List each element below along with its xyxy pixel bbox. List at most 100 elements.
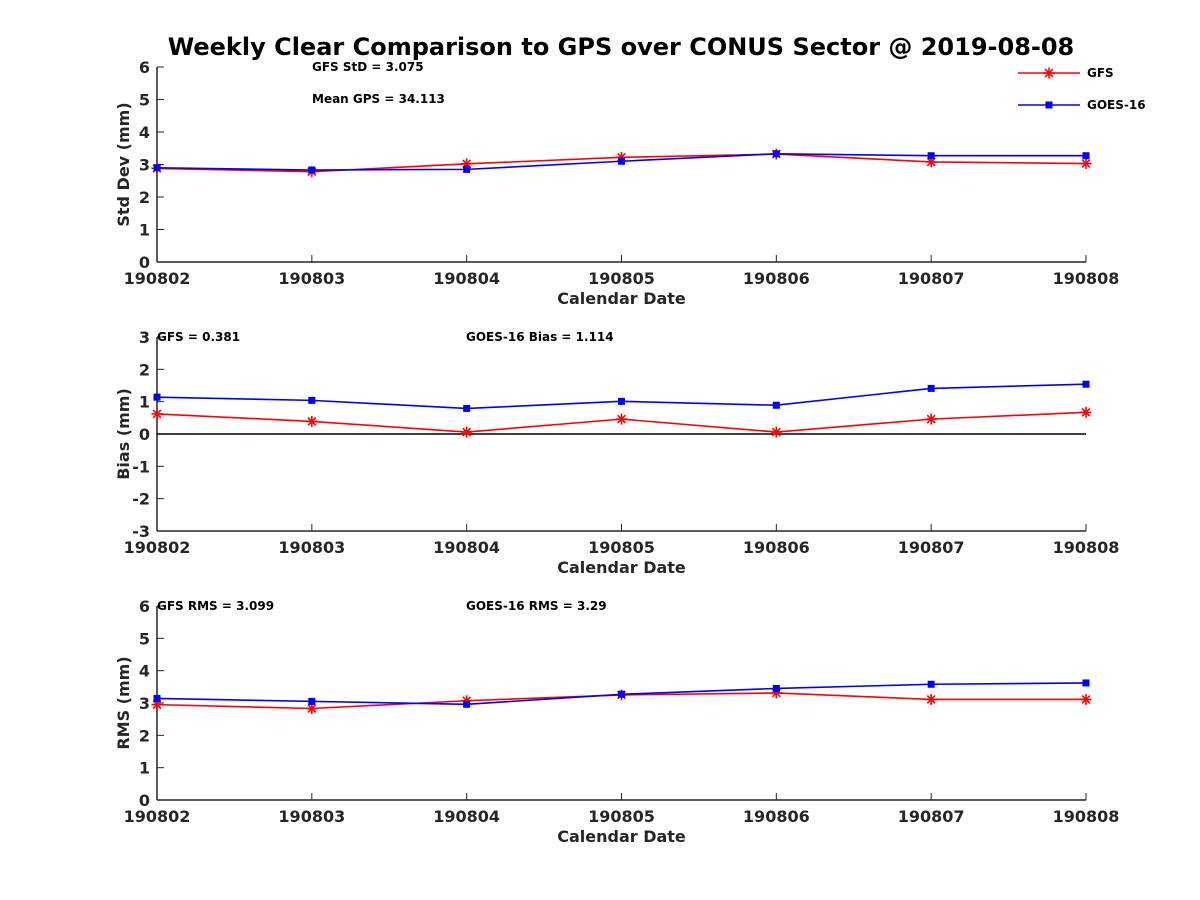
series-goes-16: [153, 679, 1090, 708]
series-goes-16: [153, 150, 1090, 174]
x-tick-label: 190804: [433, 807, 500, 826]
data-point: [308, 697, 316, 705]
y-tick-label: 6: [139, 58, 150, 77]
annotation: GOES-16 Bias = 1.114: [466, 330, 614, 344]
annotation: GOES-16 RMS = 3.29: [466, 599, 607, 613]
annotation: Mean GPS = 34.113: [312, 92, 445, 106]
y-axis-label: Bias (mm): [114, 388, 133, 480]
data-point: [461, 426, 473, 438]
x-tick-label: 190806: [743, 538, 810, 557]
data-point: [925, 413, 937, 425]
data-point: [618, 397, 625, 405]
panel-2: -3 -2 -1 0 1 2 3 190802 190803 190804 190805 190806…: [114, 328, 1119, 577]
y-tick-label: 4: [139, 123, 150, 142]
y-tick-label: 2: [139, 726, 150, 745]
x-tick-label: 190803: [278, 269, 345, 288]
x-tick-label: 190802: [124, 807, 191, 826]
y-tick-label: 4: [139, 662, 150, 681]
legend-label: GOES-16: [1087, 98, 1146, 112]
data-point: [770, 426, 782, 438]
chart-title: Weekly Clear Comparison to GPS over CONU…: [168, 33, 1075, 61]
data-point: [772, 401, 780, 409]
data-point: [153, 694, 161, 702]
data-point: [463, 700, 471, 708]
data-point: [618, 157, 625, 165]
panels: 0 1 2 3 4 5 6 190802 190803 190804 190805 190806 190…: [114, 58, 1119, 846]
y-tick-label: 2: [139, 360, 150, 379]
data-point: [308, 166, 316, 174]
y-tick-label: 1: [139, 759, 150, 778]
x-tick-label: 190807: [898, 269, 965, 288]
y-tick-label: 0: [139, 425, 150, 444]
y-tick-label: 1: [139, 221, 150, 240]
x-tick-label: 190808: [1053, 807, 1120, 826]
data-point: [308, 396, 316, 404]
y-axis-label: Std Dev (mm): [114, 102, 133, 226]
data-point: [1082, 152, 1090, 160]
legend-entry-goes-16: GOES-16: [1018, 98, 1146, 112]
annotation: GFS = 0.381: [157, 330, 240, 344]
x-tick-label: 190803: [278, 538, 345, 557]
series-goes-16: [153, 380, 1090, 412]
data-point: [153, 393, 161, 401]
data-point: [151, 408, 163, 420]
x-axis-label: Calendar Date: [557, 827, 686, 846]
annotation: GFS RMS = 3.099: [157, 599, 274, 613]
series-gfs: [151, 687, 1092, 714]
series-gfs: [151, 406, 1092, 438]
data-point: [306, 415, 318, 427]
x-tick-label: 190805: [588, 538, 655, 557]
y-tick-label: 5: [139, 91, 150, 110]
data-point: [616, 413, 627, 425]
x-tick-label: 190807: [898, 538, 965, 557]
data-point: [772, 684, 780, 692]
data-point: [463, 165, 471, 173]
data-point: [925, 156, 937, 168]
data-point: [927, 384, 935, 392]
x-tick-label: 190802: [124, 269, 191, 288]
x-tick-label: 190805: [588, 269, 655, 288]
data-point: [1080, 158, 1092, 170]
data-point: [925, 693, 937, 705]
y-tick-label: 3: [139, 156, 150, 175]
data-point: [927, 680, 935, 688]
data-point: [153, 164, 161, 172]
y-tick-label: 2: [139, 188, 150, 207]
legend-label: GFS: [1087, 66, 1114, 80]
legend: GFS GOES-16: [1018, 66, 1146, 112]
panel-1: 0 1 2 3 4 5 6 190802 190803 190804 190805 190806 190…: [114, 58, 1119, 308]
data-point: [618, 690, 625, 698]
annotation: GFS StD = 3.075: [312, 60, 424, 74]
x-axis-label: Calendar Date: [557, 558, 686, 577]
y-tick-label: 0: [139, 253, 150, 272]
x-tick-label: 190806: [743, 807, 810, 826]
x-tick-label: 190807: [898, 807, 965, 826]
x-tick-label: 190803: [278, 807, 345, 826]
data-point: [1080, 693, 1092, 705]
y-tick-label: 3: [139, 694, 150, 713]
y-tick-label: 6: [139, 597, 150, 616]
panel-3: 0 1 2 3 4 5 6 190802 190803 190804 190805 190806 190…: [114, 597, 1119, 846]
x-tick-label: 190802: [124, 538, 191, 557]
y-tick-label: 1: [139, 393, 150, 412]
y-tick-label: -3: [132, 522, 150, 541]
x-axis-label: Calendar Date: [557, 289, 686, 308]
data-point: [1080, 406, 1092, 418]
x-tick-label: 190806: [743, 269, 810, 288]
x-tick-label: 190804: [433, 269, 500, 288]
y-tick-label: -2: [132, 490, 150, 509]
x-tick-label: 190805: [588, 807, 655, 826]
x-tick-label: 190808: [1053, 538, 1120, 557]
y-tick-label: 3: [139, 328, 150, 347]
y-axis-label: RMS (mm): [114, 656, 133, 749]
data-point: [927, 152, 935, 160]
legend-marker: [1045, 101, 1053, 109]
y-tick-label: 0: [139, 791, 150, 810]
data-point: [1082, 380, 1090, 388]
data-point: [463, 404, 471, 412]
x-tick-label: 190808: [1053, 269, 1120, 288]
y-tick-label: 5: [139, 629, 150, 648]
legend-entry-gfs: GFS: [1018, 66, 1114, 80]
legend-marker: [1043, 67, 1055, 79]
